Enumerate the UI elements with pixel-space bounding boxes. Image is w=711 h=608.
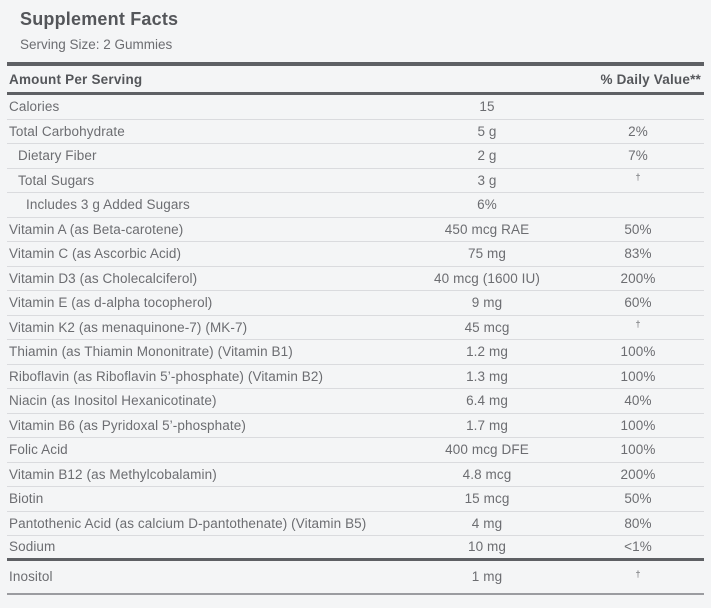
- nutrient-amount: 450 mcg RAE: [444, 221, 530, 237]
- nutrient-daily-value: 100%: [620, 417, 656, 433]
- nutrient-name: Biotin: [9, 491, 44, 507]
- nutrient-amount: 6%: [477, 197, 497, 213]
- nutrient-name: Vitamin A (as Beta-carotene): [9, 221, 184, 237]
- nutrient-daily-value: †: [635, 172, 641, 183]
- table-row: Folic Acid 400 mcg DFE 100%: [7, 438, 704, 463]
- nutrient-name: Thiamin (as Thiamin Mononitrate) (Vitami…: [9, 344, 293, 360]
- table-row: Vitamin C (as Ascorbic Acid) 75 mg 83%: [7, 242, 704, 267]
- nutrient-amount: 15 mcg: [464, 491, 510, 507]
- nutrient-amount: 10 mg: [467, 539, 507, 555]
- daily-value-header: % Daily Value**: [600, 71, 701, 87]
- nutrient-daily-value: 7%: [628, 148, 648, 164]
- nutrient-name: Dietary Fiber: [18, 148, 97, 164]
- nutrient-amount: 4.8 mcg: [462, 466, 512, 482]
- amount-per-serving-header: Amount Per Serving: [9, 71, 143, 87]
- nutrient-amount: 40 mcg (1600 IU): [434, 270, 540, 286]
- nutrient-name: Total Carbohydrate: [9, 123, 125, 139]
- nutrient-amount: 3 g: [477, 172, 497, 188]
- nutrient-name: Vitamin D3 (as Cholecalciferol): [9, 270, 198, 286]
- table-row: Sodium 10 mg <1%: [7, 536, 704, 561]
- nutrient-name: Includes 3 g Added Sugars: [26, 197, 190, 213]
- table-row: Pantothenic Acid (as calcium D-pantothen…: [7, 512, 704, 536]
- table-row: Vitamin B12 (as Methylcobalamin) 4.8 mcg 2…: [7, 463, 704, 487]
- nutrient-amount: 15: [479, 99, 495, 115]
- nutrient-name: Vitamin B12 (as Methylcobalamin): [9, 466, 217, 482]
- nutrient-daily-value: 60%: [624, 295, 652, 311]
- nutrient-amount: 45 mcg: [464, 319, 510, 335]
- nutrient-daily-value: 200%: [620, 270, 656, 286]
- nutrient-name: Pantothenic Acid (as calcium D-pantothen…: [9, 515, 367, 531]
- nutrient-amount: 6.4 mg: [466, 393, 508, 409]
- facts-table: Amount Per Serving % Daily Value** Calor…: [7, 62, 704, 595]
- table-row: Vitamin D3 (as Cholecalciferol) 40 mcg (1…: [7, 267, 704, 291]
- nutrient-name: Total Sugars: [18, 172, 95, 188]
- nutrient-daily-value: 2%: [628, 123, 648, 139]
- table-row: Vitamin B6 (as Pyridoxal 5’-phosphate) 1.…: [7, 414, 704, 438]
- nutrient-daily-value: 100%: [620, 344, 656, 360]
- nutrient-amount: 1 mg: [471, 569, 503, 584]
- nutrient-name: Calories: [9, 99, 60, 115]
- top-divider: [7, 62, 704, 66]
- nutrient-name: Vitamin C (as Ascorbic Acid): [9, 246, 182, 262]
- nutrient-daily-value: 83%: [624, 246, 652, 262]
- nutrient-daily-value: <1%: [624, 539, 652, 555]
- nutrient-amount: 1.2 mg: [466, 344, 508, 360]
- nutrient-amount: 400 mcg DFE: [445, 442, 529, 458]
- nutrient-name: Vitamin B6 (as Pyridoxal 5’-phosphate): [9, 417, 246, 433]
- nutrient-daily-value: 200%: [620, 466, 656, 482]
- table-row: Total Carbohydrate 5 g 2%: [7, 120, 704, 144]
- nutrient-daily-value: 100%: [620, 368, 656, 384]
- nutrient-name: Niacin (as Inositol Hexanicotinate): [9, 393, 217, 409]
- nutrient-name: Folic Acid: [9, 442, 68, 458]
- nutrient-name: Vitamin E (as d-alpha tocopherol): [9, 295, 213, 311]
- nutrient-amount: 75 mg: [467, 246, 507, 262]
- table-row: Vitamin A (as Beta-carotene) 450 mcg RAE 5…: [7, 218, 704, 242]
- nutrient-name: Sodium: [9, 539, 56, 555]
- table-row: Dietary Fiber 2 g 7%: [7, 144, 704, 169]
- nutrient-name: Inositol: [9, 569, 53, 584]
- table-row: Vitamin K2 (as menaquinone-7) (MK-7) 45 m…: [7, 316, 704, 340]
- supplement-facts-label: Supplement Facts Serving Size: 2 Gummies…: [0, 8, 711, 608]
- table-header-row: Amount Per Serving % Daily Value**: [7, 66, 704, 95]
- facts-rows: Calories 15 Total Carbohydrate 5 g 2% Dietary…: [7, 95, 704, 595]
- nutrient-daily-value: †: [635, 319, 641, 330]
- nutrient-daily-value: 40%: [624, 393, 652, 409]
- table-row: Thiamin (as Thiamin Mononitrate) (Vitami…: [7, 340, 704, 365]
- nutrient-amount: 4 mg: [471, 515, 503, 531]
- table-row: Riboflavin (as Riboflavin 5’-phosphate) …: [7, 365, 704, 389]
- nutrient-amount: 9 mg: [471, 295, 503, 311]
- table-row: Niacin (as Inositol Hexanicotinate) 6.4 m…: [7, 389, 704, 414]
- nutrient-daily-value: 50%: [624, 491, 652, 507]
- table-row: Includes 3 g Added Sugars 6%: [7, 193, 704, 218]
- nutrient-daily-value: 80%: [624, 515, 652, 531]
- table-row: Total Sugars 3 g †: [7, 169, 704, 193]
- nutrient-amount: 1.3 mg: [466, 368, 508, 384]
- nutrient-amount: 1.7 mg: [466, 417, 508, 433]
- table-row: Calories 15: [7, 95, 704, 120]
- nutrient-daily-value: 100%: [620, 442, 656, 458]
- table-row: Biotin 15 mcg 50%: [7, 487, 704, 512]
- table-row: Inositol 1 mg †: [7, 561, 704, 595]
- nutrient-name: Riboflavin (as Riboflavin 5’-phosphate) …: [9, 368, 324, 384]
- label-title: Supplement Facts: [20, 9, 179, 29]
- nutrient-name: Vitamin K2 (as menaquinone-7) (MK-7): [9, 319, 248, 335]
- nutrient-daily-value: 50%: [624, 221, 652, 237]
- table-row: Vitamin E (as d-alpha tocopherol) 9 mg 60%: [7, 291, 704, 316]
- nutrient-amount: 2 g: [477, 148, 497, 164]
- nutrient-daily-value: †: [635, 568, 641, 579]
- nutrient-amount: 5 g: [477, 123, 497, 139]
- serving-size: Serving Size: 2 Gummies: [20, 37, 173, 52]
